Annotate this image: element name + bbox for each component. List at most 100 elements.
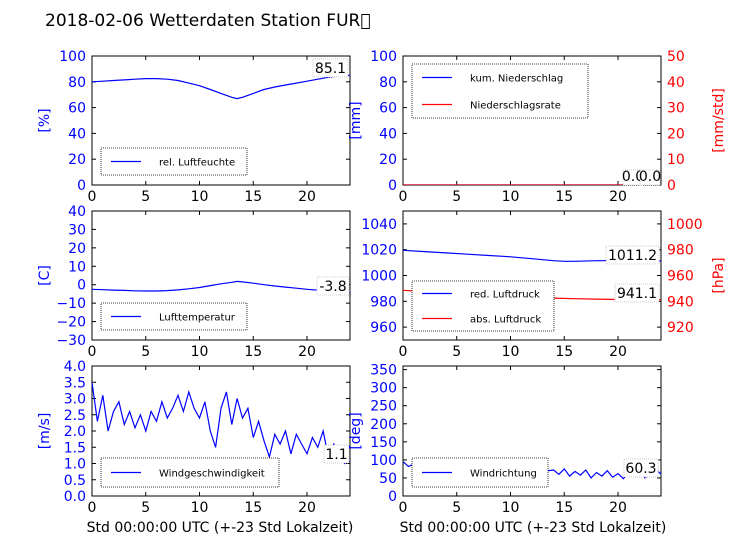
y-tick-label: 60 bbox=[68, 101, 86, 117]
legend-label: Windrichtung bbox=[470, 469, 537, 480]
y-tick-label: 1.0 bbox=[64, 457, 86, 473]
x-tick-label: 10 bbox=[191, 344, 209, 360]
y-tick-label: 80 bbox=[379, 75, 397, 91]
x-tick-label: 15 bbox=[244, 500, 262, 516]
y-axis-label: [%] bbox=[37, 108, 53, 132]
x-tick-label: 15 bbox=[555, 344, 573, 360]
y-tick-label: 980 bbox=[370, 294, 397, 310]
x-tick-label: 10 bbox=[502, 500, 520, 516]
value-annotation-box bbox=[312, 58, 349, 78]
x-tick-label: 20 bbox=[609, 189, 627, 205]
value-annotation: 85.1 bbox=[315, 61, 346, 77]
x-tick-label: 15 bbox=[244, 189, 262, 205]
x-tick-label: 10 bbox=[502, 344, 520, 360]
value-annotation-box bbox=[614, 283, 660, 303]
y2-tick-label: 10 bbox=[667, 152, 685, 168]
y2-tick-label: 0 bbox=[667, 178, 676, 194]
x-axis-label-left: Std 00:00:00 UTC (+-23 Std Lokalzeit) bbox=[87, 520, 354, 536]
value-annotation: 941.1 bbox=[617, 286, 657, 302]
y2-tick-label: 980 bbox=[667, 243, 694, 259]
series-line bbox=[92, 382, 350, 465]
value-annotation-box bbox=[605, 245, 660, 265]
y-tick-label: 20 bbox=[68, 241, 86, 257]
legend-label: red. Luftdruck bbox=[470, 290, 540, 301]
y-tick-label: 40 bbox=[68, 204, 86, 220]
x-tick-label: 10 bbox=[191, 189, 209, 205]
y-tick-label: 30 bbox=[68, 222, 86, 238]
chart-panel-p5: 0 5 10 15 20050100150200250300350[deg]Windri… bbox=[348, 363, 662, 516]
series-line bbox=[92, 280, 350, 293]
y-tick-label: 0 bbox=[77, 278, 86, 294]
value-annotation: 1.1 bbox=[325, 447, 347, 463]
series-line bbox=[92, 74, 350, 100]
x-tick-label: 5 bbox=[141, 344, 150, 360]
y2-tick-label: 50 bbox=[667, 49, 685, 65]
legend-label: Lufttemperatur bbox=[159, 313, 236, 324]
x-tick-label: 0 bbox=[88, 189, 97, 205]
chart-panel-p4: 0 5 10 15 20 0.00.51.01.52.02.53.03.54.0 [m/s]… bbox=[37, 359, 351, 516]
x-tick-label: 0 bbox=[88, 500, 97, 516]
value-annotation: -3.8 bbox=[319, 279, 346, 295]
y-tick-label: 1.5 bbox=[64, 440, 86, 456]
value-annotation-box bbox=[323, 444, 350, 464]
x-tick-label: 0 bbox=[399, 500, 408, 516]
y2-tick-label: 40 bbox=[667, 75, 685, 91]
x-tick-label: 10 bbox=[502, 189, 520, 205]
y2-axis-label: [mm/std] bbox=[711, 88, 727, 153]
x-tick-label: 5 bbox=[141, 189, 150, 205]
x-tick-label: 5 bbox=[452, 500, 461, 516]
y-tick-label: 1040 bbox=[361, 217, 397, 233]
chart-panel-p3: 0 5 10 15 20 960 980 1000 1020 1040 920 940 960 980 10… bbox=[361, 210, 727, 360]
x-tick-label: 5 bbox=[452, 344, 461, 360]
y-axis-label: [m/s] bbox=[37, 413, 53, 450]
x-tick-label: 15 bbox=[555, 189, 573, 205]
y-tick-label: 0.5 bbox=[64, 473, 86, 489]
y-tick-label: 150 bbox=[370, 435, 397, 451]
y-tick-label: 40 bbox=[379, 126, 397, 142]
x-tick-label: 10 bbox=[191, 500, 209, 516]
chart-panel-p2: 0 5 10 15 20 −30 −20 −10 0 10 20 30 40 [C] Lufttempera… bbox=[37, 204, 351, 360]
y-tick-label: 100 bbox=[59, 49, 86, 65]
y-tick-label: −10 bbox=[56, 296, 86, 312]
x-tick-label: 20 bbox=[298, 189, 316, 205]
y-tick-label: 20 bbox=[379, 152, 397, 168]
y-tick-label: 200 bbox=[370, 417, 397, 433]
x-tick-label: 0 bbox=[399, 189, 408, 205]
y-tick-label: 300 bbox=[370, 381, 397, 397]
x-tick-label: 20 bbox=[298, 344, 316, 360]
y-tick-label: −20 bbox=[56, 315, 86, 331]
y-tick-label: 0 bbox=[388, 489, 397, 505]
x-tick-label: 20 bbox=[609, 344, 627, 360]
x-axis-label-right: Std 00:00:00 UTC (+-23 Std Lokalzeit) bbox=[400, 520, 667, 536]
x-tick-label: 5 bbox=[452, 189, 461, 205]
y-tick-label: 50 bbox=[379, 471, 397, 487]
chart-panel-p0: 0 5 10 15 20 0 20 40 60 80 100 [%] rel. Luftfeuchte 8… bbox=[37, 49, 351, 205]
y-tick-label: 3.0 bbox=[64, 392, 86, 408]
x-tick-label: 20 bbox=[609, 500, 627, 516]
y-tick-label: 20 bbox=[68, 152, 86, 168]
y-tick-label: 100 bbox=[370, 49, 397, 65]
y-tick-label: 40 bbox=[68, 126, 86, 142]
y-tick-label: −30 bbox=[56, 333, 86, 349]
y-tick-label: 3.5 bbox=[64, 375, 86, 391]
figure-title: 2018-02-06 Wetterdaten Station FUR  bbox=[45, 11, 371, 31]
y-tick-label: 1020 bbox=[361, 243, 397, 259]
value-annotation: 60.3 bbox=[625, 461, 656, 477]
y-tick-label: 0 bbox=[388, 178, 397, 194]
y-tick-label: 250 bbox=[370, 399, 397, 415]
value-annotation-box bbox=[316, 276, 350, 296]
x-tick-label: 5 bbox=[141, 500, 150, 516]
y-axis-label: [C] bbox=[37, 265, 53, 286]
y2-tick-label: 30 bbox=[667, 101, 685, 117]
x-tick-label: 15 bbox=[244, 344, 262, 360]
x-tick-label: 0 bbox=[399, 344, 408, 360]
value-annotation-box bbox=[639, 169, 661, 186]
x-tick-label: 15 bbox=[555, 500, 573, 516]
value-annotation: 0.0 bbox=[639, 169, 661, 185]
y-tick-label: 0 bbox=[77, 178, 86, 194]
y2-tick-label: 920 bbox=[667, 320, 694, 336]
x-tick-label: 20 bbox=[298, 500, 316, 516]
legend-label: Windgeschwindigkeit bbox=[159, 469, 265, 480]
legend-label: rel. Luftfeuchte bbox=[159, 158, 235, 169]
